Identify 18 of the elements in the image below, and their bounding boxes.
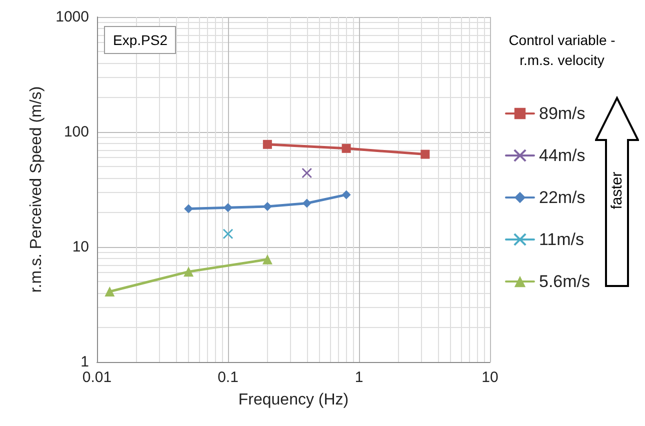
annotation: Exp.PS2 bbox=[104, 26, 176, 54]
x-axis-title: Frequency (Hz) bbox=[238, 392, 349, 408]
legend-label: 44m/s bbox=[538, 146, 586, 165]
legend-label: 22m/s bbox=[538, 188, 586, 207]
y-tick-label: 1 bbox=[80, 354, 89, 370]
legend-label: 89m/s bbox=[538, 104, 586, 123]
legend-title: Control variable - r.m.s. velocity bbox=[508, 31, 616, 70]
x-tick-label: 0.01 bbox=[82, 369, 112, 386]
legend-label: 11m/s bbox=[538, 230, 584, 249]
y-tick-label: 10 bbox=[72, 238, 89, 256]
x-tick-label: 1 bbox=[354, 369, 364, 386]
text: faster bbox=[608, 171, 626, 209]
x-tick-label: 0.1 bbox=[218, 369, 238, 386]
legend-label: 5.6m/s bbox=[538, 272, 590, 291]
y-axis-title: r.m.s. Perceived Speed (m/s) bbox=[28, 86, 46, 293]
y-tick-label: 100 bbox=[64, 124, 89, 140]
x-tick-label: 10 bbox=[482, 369, 498, 386]
y-tick-label: 1000 bbox=[56, 8, 89, 26]
